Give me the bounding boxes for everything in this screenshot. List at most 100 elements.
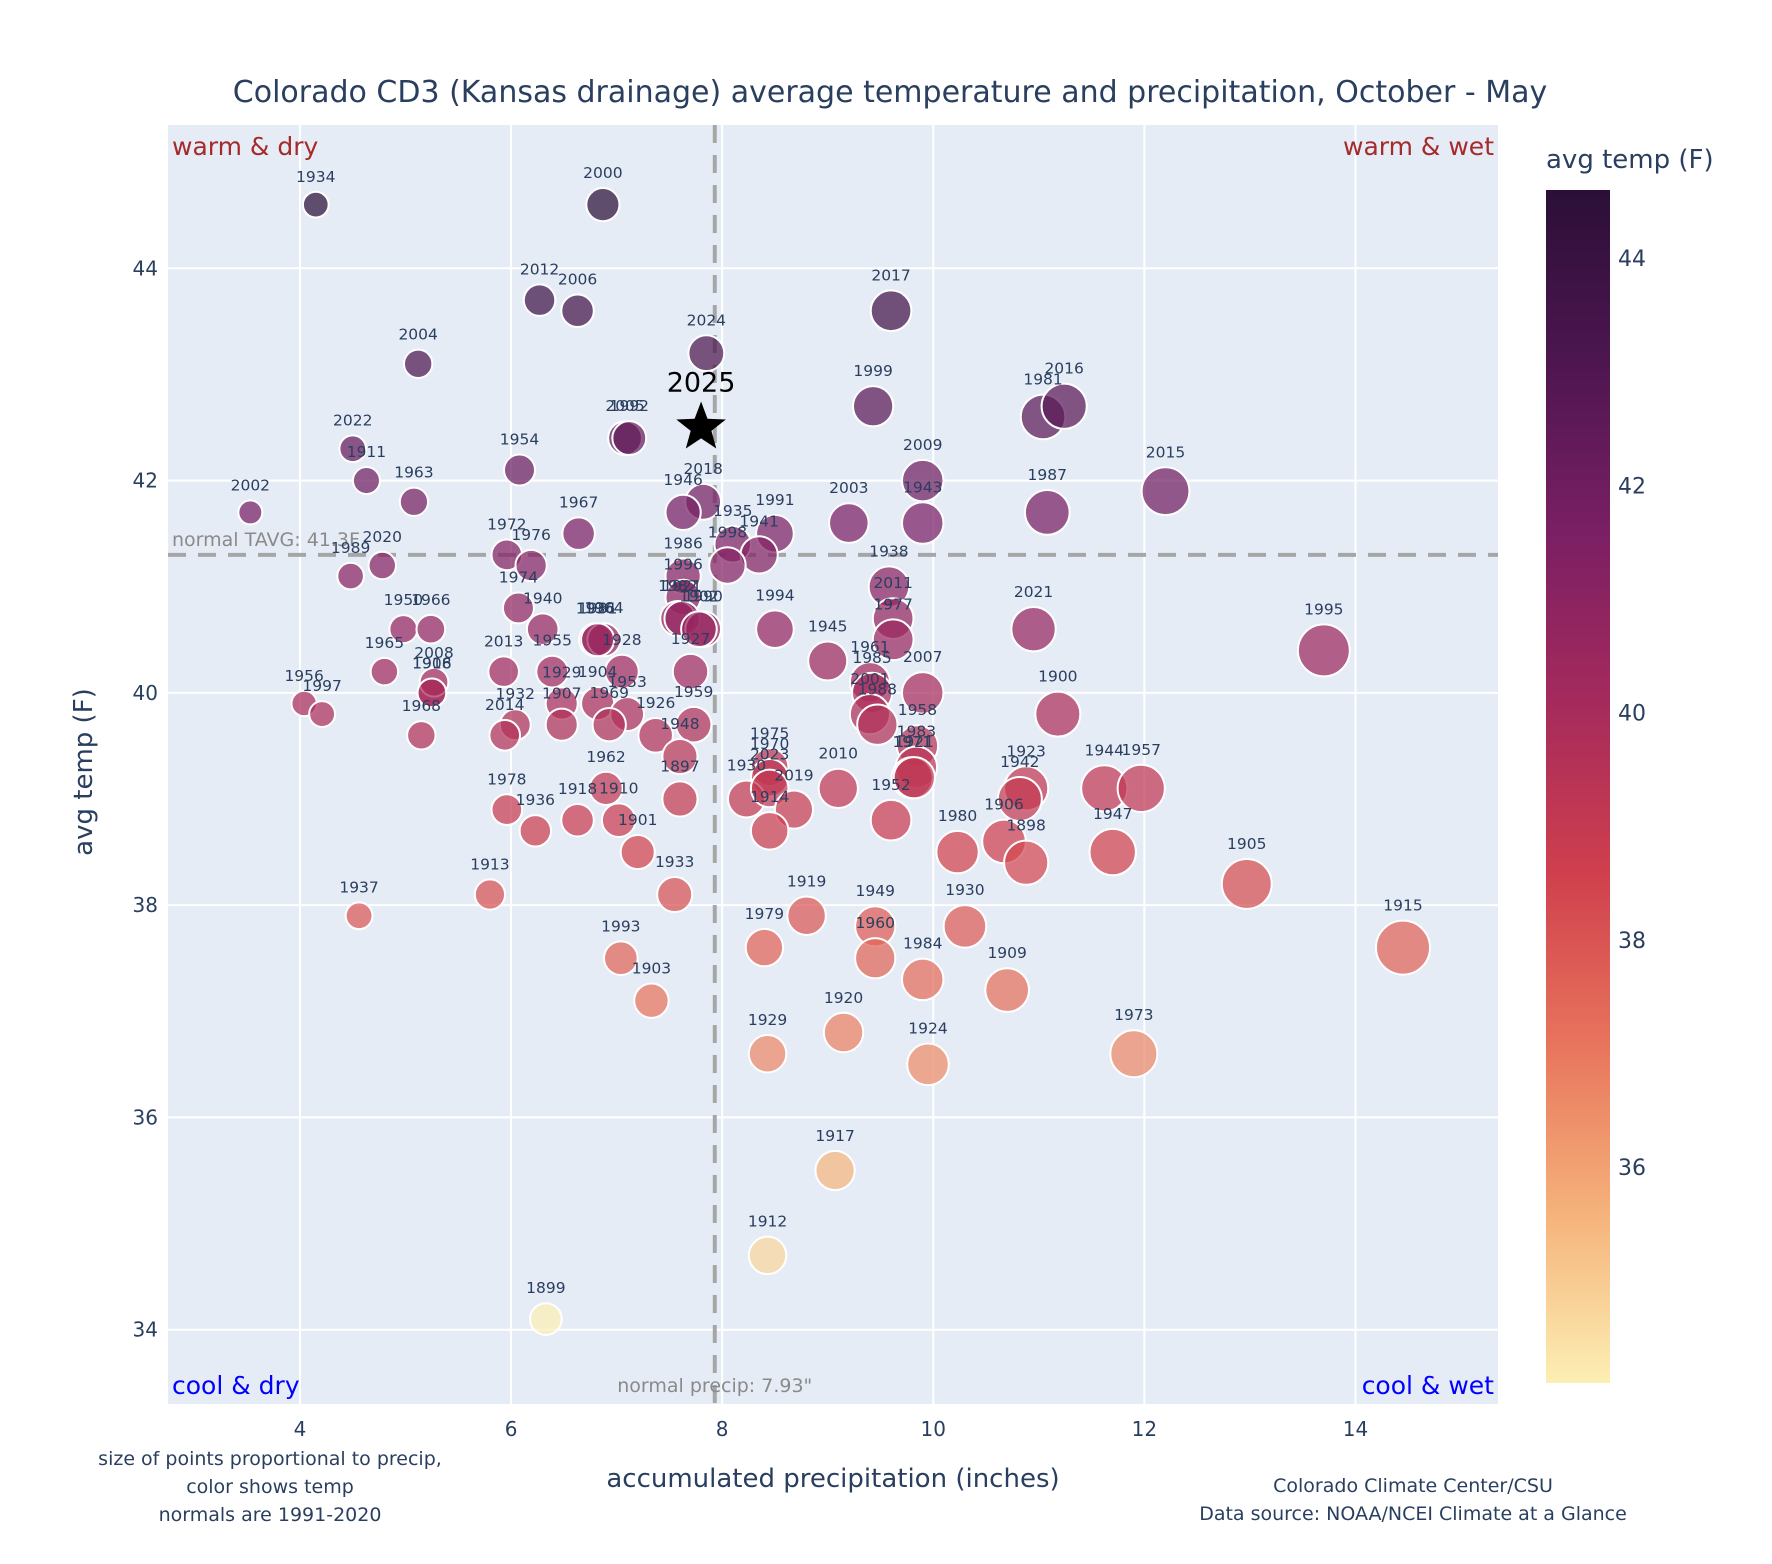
point-label: 1943 [903,478,942,496]
point-label: 1977 [873,595,912,613]
data-point [514,548,548,583]
quadrant-warm-dry: warm & dry [172,132,318,161]
normal-precip-label: normal precip: 7.93" [617,1375,812,1397]
data-point [487,655,520,688]
point-label: 1905 [1227,835,1266,853]
data-point [1023,489,1071,536]
point-label: 1967 [559,493,598,511]
point-label: 1938 [869,542,908,560]
data-point [1296,623,1351,678]
data-point [600,802,637,839]
quadrant-warm-wet: warm & wet [1343,132,1494,161]
point-label: 1906 [984,796,1023,814]
data-point [560,802,595,838]
point-label: 1961 [850,638,889,656]
data-point [869,798,913,842]
point-label: 1932 [496,685,535,703]
quadrant-cool-wet: cool & wet [1362,1371,1494,1400]
colorbar: avg temp (F) 36 38 40 42 44 [1546,145,1714,1383]
data-point [351,466,381,496]
star-marker [676,401,726,449]
point-label: 1935 [713,502,752,520]
point-label: 2006 [558,270,597,288]
colorbar-title: avg temp (F) [1546,145,1714,175]
point-label: 1981 [578,599,617,617]
point-label: 1986 [663,534,702,552]
point-label: 2022 [333,411,372,429]
point-label: 1992 [610,397,649,415]
data-point [237,499,264,526]
point-label: 1957 [1121,741,1160,759]
data-point [1109,1029,1159,1079]
point-label: 1899 [526,1279,565,1297]
point-label: 1989 [331,539,370,557]
point-label: 1976 [511,526,550,544]
normal-temp-label: normal TAVG: 41.3F [172,529,360,551]
point-label: 1946 [663,471,702,489]
point-label: 1966 [411,591,450,609]
point-label: 1973 [1114,1006,1153,1024]
x-axis-ticks: 4 6 8 10 12 14 [294,1417,1369,1441]
data-point [656,876,694,914]
point-label: 1920 [824,989,863,1007]
point-label: 1944 [1085,741,1124,759]
point-label: 1902 [679,587,718,605]
data-point [664,493,702,532]
point-label: 1945 [808,617,847,635]
point-label: 2007 [903,648,942,666]
point-label: 1915 [1383,897,1422,915]
colorbar-bar [1546,190,1610,1383]
data-point [900,501,945,545]
point-label: 1978 [487,770,526,788]
data-point [807,640,849,682]
point-label: 1928 [602,631,641,649]
data-point [544,707,579,742]
data-point [854,937,897,980]
data-point [900,957,945,1002]
point-label: 1956 [284,667,323,685]
point-label: 1929 [748,1011,787,1029]
point-label: 1996 [663,556,702,574]
point-label: 1923 [1006,742,1045,760]
data-point [619,834,656,871]
data-point [338,434,368,464]
highlight-label: 2025 [667,368,736,399]
point-label: 1950 [384,591,423,609]
point-label: 1994 [755,586,794,604]
point-label: 2001 [850,670,889,688]
point-label: 1912 [748,1213,787,1231]
point-label: 1962 [586,748,625,766]
x-tick-label: 14 [1343,1417,1368,1441]
data-point [336,561,365,591]
point-label: 2017 [871,266,910,284]
point-label: 1993 [601,917,640,935]
data-point [1003,839,1050,886]
point-label: 2020 [363,528,402,546]
data-point [984,967,1031,1013]
note-left-line: normals are 1991-2020 [159,1504,382,1526]
data-point [1088,827,1137,877]
point-label: 1960 [855,914,894,932]
data-point [406,720,437,751]
chart-title: Colorado CD3 (Kansas drainage) average t… [233,75,1547,110]
point-label: 1916 [412,654,451,672]
point-label: 1963 [394,464,433,482]
point-label: 1979 [745,905,784,923]
data-point [502,453,537,487]
point-label: 1974 [499,568,538,586]
point-label: 2018 [683,460,722,478]
point-label: 1921 [662,577,701,595]
data-point [633,982,670,1019]
data-point [1116,763,1166,813]
point-label: 2023 [750,746,789,764]
point-label: 1947 [1093,805,1132,823]
x-axis-label: accumulated precipitation (inches) [606,1464,1059,1494]
point-label: 1930 [945,881,984,899]
point-label: 2021 [1014,583,1053,601]
data-point [585,187,621,223]
data-point [852,385,895,428]
point-label: 2015 [1146,443,1185,461]
colorbar-tick-label: 38 [1618,929,1646,954]
data-point [611,420,648,457]
